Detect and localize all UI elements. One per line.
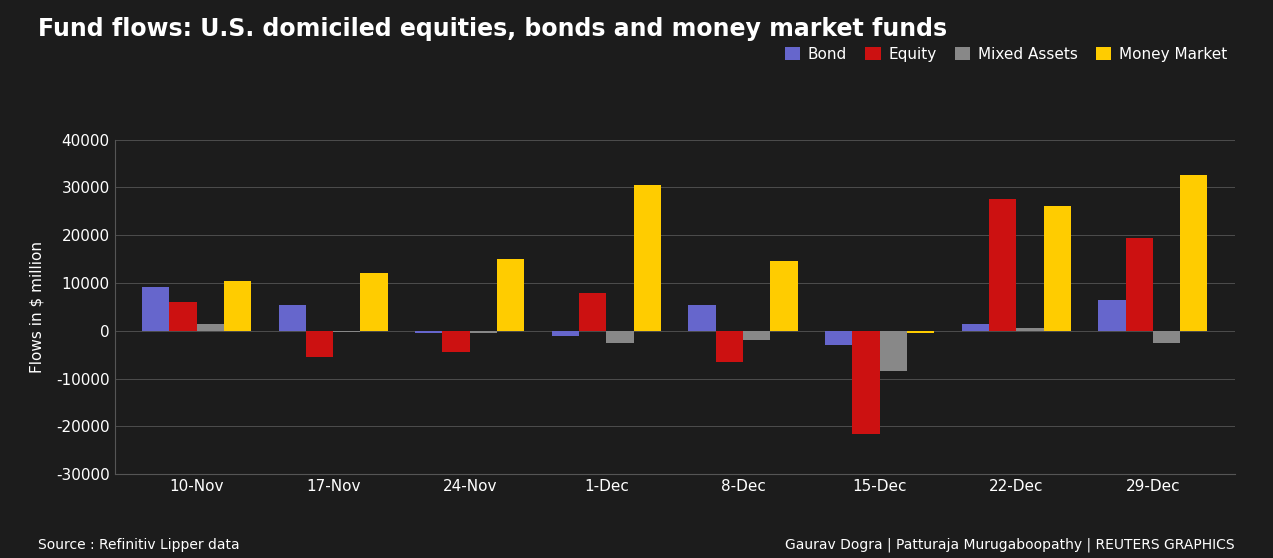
Bar	[634, 185, 661, 331]
Bar	[770, 262, 798, 331]
Bar	[989, 199, 1016, 331]
Bar	[825, 331, 853, 345]
Bar	[906, 331, 934, 333]
Bar	[880, 331, 906, 372]
Bar	[360, 273, 388, 331]
Bar	[1180, 175, 1208, 331]
Bar	[1044, 206, 1071, 331]
Bar	[715, 331, 743, 362]
Bar	[579, 292, 606, 331]
Bar	[415, 331, 443, 333]
Bar	[606, 331, 634, 343]
Bar	[169, 302, 196, 331]
Text: Source : Refinitiv Lipper data: Source : Refinitiv Lipper data	[38, 538, 239, 552]
Bar	[470, 331, 496, 333]
Bar	[496, 259, 524, 331]
Bar	[853, 331, 880, 434]
Bar	[1153, 331, 1180, 343]
Bar	[961, 324, 989, 331]
Y-axis label: Flows in $ million: Flows in $ million	[29, 241, 45, 373]
Bar	[551, 331, 579, 335]
Bar	[334, 331, 360, 332]
Legend: Bond, Equity, Mixed Assets, Money Market: Bond, Equity, Mixed Assets, Money Market	[785, 47, 1227, 62]
Bar	[1125, 238, 1153, 331]
Bar	[443, 331, 470, 352]
Bar	[196, 324, 224, 331]
Text: Fund flows: U.S. domiciled equities, bonds and money market funds: Fund flows: U.S. domiciled equities, bon…	[38, 17, 947, 41]
Bar	[1099, 300, 1125, 331]
Bar	[306, 331, 334, 357]
Bar	[743, 331, 770, 340]
Bar	[279, 305, 306, 331]
Bar	[689, 305, 715, 331]
Text: Gaurav Dogra | Patturaja Murugaboopathy | REUTERS GRAPHICS: Gaurav Dogra | Patturaja Murugaboopathy …	[785, 538, 1235, 552]
Bar	[1016, 329, 1044, 331]
Bar	[224, 281, 251, 331]
Bar	[141, 287, 169, 331]
